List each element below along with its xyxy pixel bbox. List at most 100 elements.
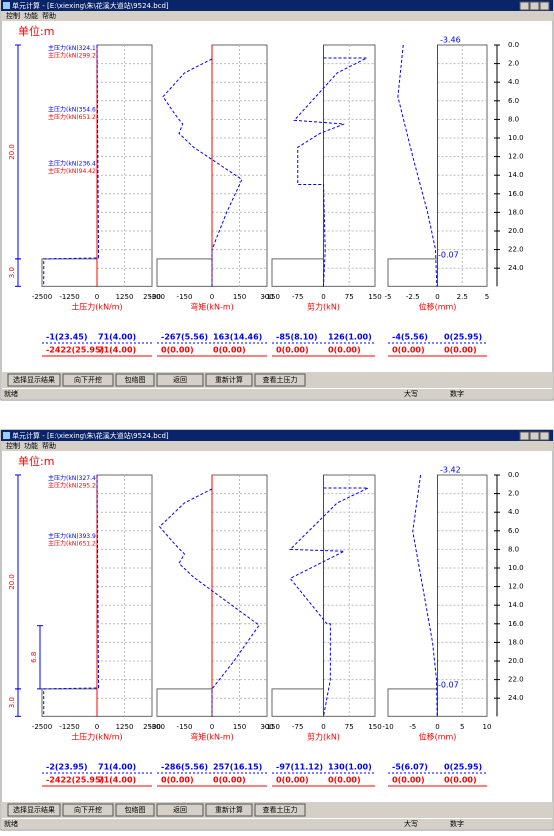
status-text: 就绪 (4, 389, 18, 398)
depth-tick-label: 16.0 (508, 190, 524, 198)
menu-bar (1, 441, 553, 451)
depth-tick-label: 10.0 (508, 134, 524, 142)
x-tick-label: -2500 (32, 723, 52, 731)
menu-item[interactable]: 帮助 (42, 11, 56, 20)
x-tick-label: 0 (435, 723, 439, 731)
toolbar-button[interactable] (205, 803, 253, 817)
toolbar-button[interactable] (62, 803, 114, 817)
x-tick-label: 0 (435, 293, 439, 301)
status-text: 数字 (450, 389, 464, 398)
dim-label: 3.0 (8, 267, 16, 278)
toolbar-button-label[interactable]: 包络图 (125, 375, 146, 384)
result-value: 126(1.00) (328, 333, 372, 342)
menu-item[interactable]: 功能 (24, 11, 38, 20)
toolbar-button[interactable] (205, 373, 253, 387)
toolbar-button[interactable] (254, 373, 306, 387)
x-tick-label: 150 (368, 293, 381, 301)
x-tick-label: 2500 (143, 293, 161, 301)
toolbar-button[interactable] (115, 373, 155, 387)
x-tick-label: 1250 (116, 723, 134, 731)
app-icon (3, 2, 10, 9)
top-value: -3.46 (440, 36, 461, 45)
menu-item[interactable]: 功能 (24, 441, 38, 450)
menu-bar (1, 11, 553, 21)
toolbar-button-label[interactable]: 选择显示结果 (13, 805, 55, 814)
toolbar-button-label[interactable]: 查看土压力 (263, 375, 298, 384)
toolbar-button-label[interactable]: 返回 (173, 806, 187, 814)
toolbar-button-label[interactable]: 选择显示结果 (13, 375, 55, 384)
window-button[interactable] (519, 1, 530, 11)
x-tick-label: -75 (292, 723, 303, 731)
toolbar-button[interactable] (156, 373, 204, 387)
x-tick-label: -2500 (32, 293, 52, 301)
result-value: 71(4.00) (98, 763, 136, 772)
result-value: -2422(25.95) (46, 776, 104, 785)
window-button[interactable] (529, 1, 540, 11)
x-tick-label: 5 (460, 723, 464, 731)
result-value: -2422(25.95) (46, 346, 104, 355)
window-title: 单元计算 - [E:\xiexing\朱\花溪大道站\9524.bcd] (12, 1, 169, 10)
toolbar-button-label[interactable]: 返回 (173, 376, 187, 384)
result-value: 71(4.00) (98, 333, 136, 342)
window-button[interactable] (519, 431, 530, 441)
status-text: 大写 (404, 819, 418, 828)
menu-item[interactable]: 控制 (6, 441, 20, 450)
toolbar-button[interactable] (62, 373, 114, 387)
x-tick-label: -75 (292, 293, 303, 301)
title-bar (1, 0, 553, 11)
result-value: 163(14.46) (213, 333, 262, 342)
toolbar-button-label[interactable]: 重新计算 (215, 375, 243, 384)
menu-item[interactable]: 控制 (6, 11, 20, 20)
x-axis-label: 土压力(kN/m) (71, 732, 122, 742)
x-tick-label: -5 (409, 723, 416, 731)
toolbar-button[interactable] (254, 803, 306, 817)
depth-tick-label: 16.0 (508, 620, 524, 628)
app-icon (3, 432, 10, 439)
depth-tick-label: 14.0 (508, 601, 524, 609)
result-value: 0(0.00) (392, 776, 425, 785)
depth-tick-label: 0.0 (508, 41, 519, 49)
result-value: 0(0.00) (161, 346, 194, 355)
bottom-value: -0.07 (438, 250, 459, 259)
toolbar-button[interactable] (7, 373, 61, 387)
window-button[interactable] (539, 431, 550, 441)
x-tick-label: 0 (95, 723, 99, 731)
toolbar-button[interactable] (115, 803, 155, 817)
x-tick-label: -150 (177, 293, 193, 301)
toolbar-button-label[interactable]: 向下开挖 (74, 375, 102, 384)
x-tick-label: 0 (321, 723, 325, 731)
menu-item[interactable]: 帮助 (42, 441, 56, 450)
x-tick-label: -300 (149, 723, 165, 731)
x-tick-label: 75 (345, 293, 354, 301)
toolbar-button[interactable] (156, 803, 204, 817)
x-tick-label: 0 (210, 723, 214, 731)
x-tick-label: -10 (382, 723, 393, 731)
window-button[interactable] (529, 431, 540, 441)
window-button[interactable] (539, 1, 550, 11)
result-value: 0(0.00) (328, 346, 361, 355)
toolbar-button-label[interactable]: 查看土压力 (263, 805, 298, 814)
title-bar (1, 430, 553, 441)
depth-tick-label: 6.0 (508, 527, 519, 535)
pressure-label: 主压力(kN)651.2 (48, 113, 96, 121)
result-value: -267(5.56) (161, 333, 208, 342)
depth-tick-label: 12.0 (508, 153, 524, 161)
result-value: 130(1.00) (328, 763, 372, 772)
depth-tick-label: 12.0 (508, 583, 524, 591)
result-curve (397, 44, 438, 287)
toolbar-button-label[interactable]: 重新计算 (215, 805, 243, 814)
x-axis-label: 位移(mm) (419, 732, 457, 742)
x-tick-label: -150 (264, 723, 280, 731)
toolbar-button-label[interactable]: 向下开挖 (74, 805, 102, 814)
toolbar-button-label[interactable]: 包络图 (125, 805, 146, 814)
unit-label: 单位:m (18, 24, 54, 38)
result-curve (158, 488, 260, 717)
result-value: 0(0.00) (444, 346, 477, 355)
result-value: 0(25.95) (444, 763, 482, 772)
result-value: -4(5.56) (392, 333, 428, 342)
bottom-value: -0.07 (438, 680, 459, 689)
pressure-label: 主压力(kN)299.2 (48, 52, 96, 60)
toolbar-button[interactable] (7, 803, 61, 817)
result-curve (412, 474, 438, 717)
